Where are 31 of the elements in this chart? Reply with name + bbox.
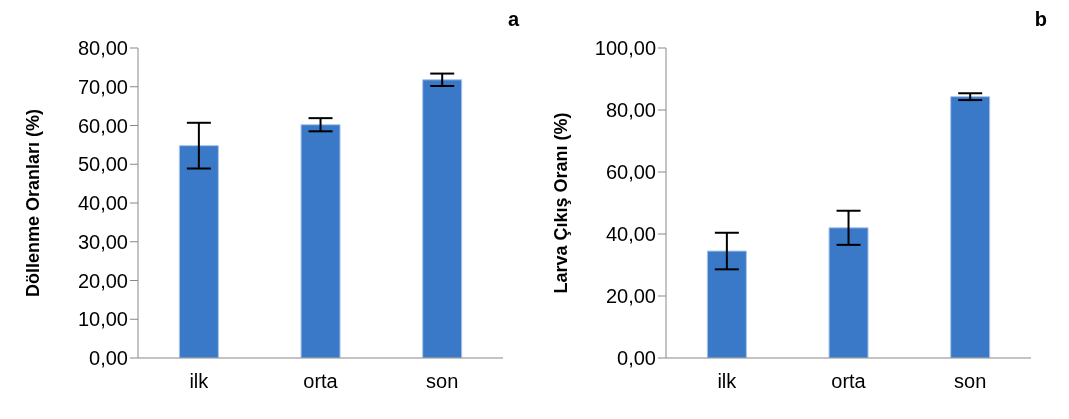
- y-tick-label: 30,00: [77, 230, 128, 253]
- chart-title: a: [507, 8, 519, 31]
- y-tick-label: 0,00: [89, 347, 128, 370]
- y-tick-label: 70,00: [77, 75, 128, 98]
- x-tick-label: ilk: [189, 370, 210, 393]
- bar: [300, 124, 341, 358]
- y-tick-label: 20,00: [77, 269, 128, 292]
- x-tick-label: son: [426, 370, 459, 393]
- x-tick-label: orta: [831, 370, 867, 393]
- y-tick-label: 60,00: [77, 114, 128, 137]
- y-tick-label: 80,00: [605, 99, 656, 122]
- x-tick-label: ilk: [717, 370, 738, 393]
- bar: [422, 79, 463, 358]
- y-tick-label: 100,00: [594, 37, 656, 60]
- y-tick-label: 0,00: [617, 347, 656, 370]
- bar: [178, 145, 219, 358]
- bar: [950, 96, 991, 358]
- y-tick-label: 60,00: [605, 161, 656, 184]
- y-tick-label: 80,00: [77, 37, 128, 60]
- x-tick-label: son: [954, 370, 987, 393]
- x-tick-label: orta: [303, 370, 339, 393]
- bar: [828, 227, 869, 358]
- y-tick-label: 20,00: [605, 285, 656, 308]
- y-tick-label: 10,00: [77, 308, 128, 331]
- bar: [706, 250, 747, 358]
- chart-title: b: [1034, 8, 1047, 31]
- y-tick-label: 40,00: [605, 223, 656, 246]
- y-axis-title: Larva Çıkış Oranı (%): [551, 112, 572, 294]
- y-tick-label: 50,00: [77, 153, 128, 176]
- y-axis-title: Döllenme Oranları (%): [23, 108, 44, 298]
- y-tick-label: 40,00: [77, 192, 128, 215]
